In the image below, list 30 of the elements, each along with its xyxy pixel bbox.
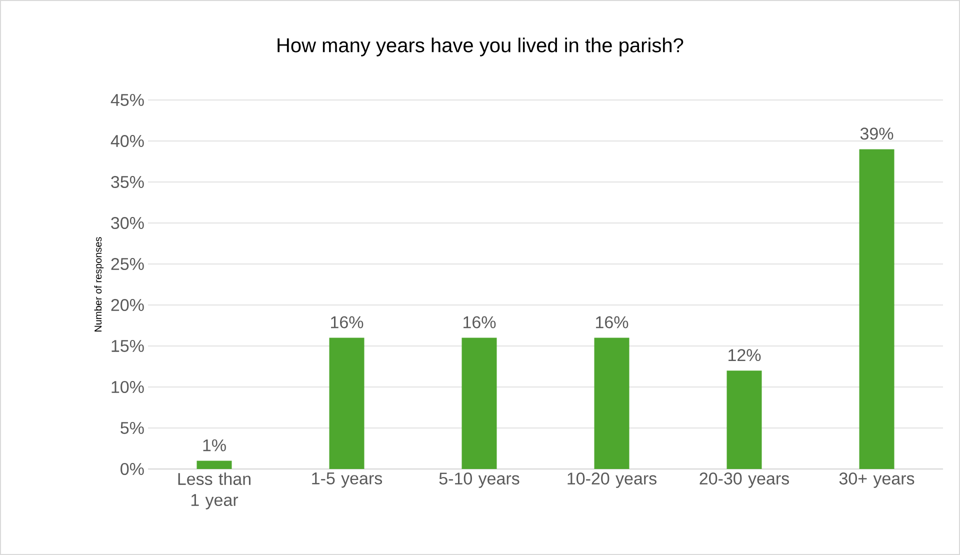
data-label: 16% xyxy=(596,316,628,328)
y-tick-label: 40% xyxy=(110,134,144,148)
chart-title: How many years have you lived in the parish? xyxy=(278,38,684,56)
x-tick-label: 30+ years xyxy=(839,472,914,488)
y-tick-label: 35% xyxy=(111,176,144,188)
bar xyxy=(859,149,894,469)
y-tick-label: 45% xyxy=(110,94,144,106)
data-label: 39% xyxy=(860,128,894,140)
y-tick-label: 0% xyxy=(120,462,144,476)
x-tick-label: 20-30 years xyxy=(700,472,789,488)
bar xyxy=(462,338,497,469)
data-label: 16% xyxy=(331,316,364,328)
y-tick-label: 25% xyxy=(111,258,144,270)
y-tick-label: 20% xyxy=(111,298,144,312)
y-tick-label: 30% xyxy=(111,216,144,230)
data-label: 12% xyxy=(728,349,761,362)
bar xyxy=(329,338,364,469)
bar xyxy=(594,338,630,469)
x-tick-label: 1-5 years xyxy=(312,472,382,488)
data-label: 1% xyxy=(203,439,226,452)
y-tick-label: 5% xyxy=(120,422,144,434)
y-tick-label: 15% xyxy=(112,340,144,352)
x-tick-label: Less than 1 year xyxy=(178,472,250,510)
bar xyxy=(196,460,232,469)
x-tick-label: 10-20 years xyxy=(568,472,656,488)
data-label: 16% xyxy=(464,316,496,328)
y-tick-label: 10% xyxy=(112,380,144,394)
x-tick-label: 5-10 years xyxy=(439,472,520,488)
bar xyxy=(726,370,762,469)
y-axis-title: Number of responses xyxy=(94,237,104,332)
